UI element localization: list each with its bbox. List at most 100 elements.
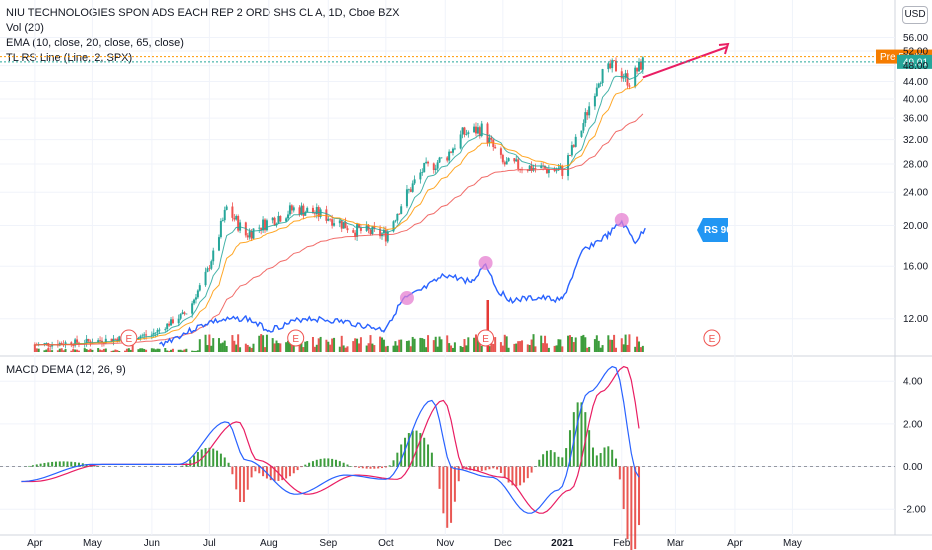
macd-title[interactable]: MACD DEMA (12, 26, 9) (6, 364, 126, 376)
volume-bar (123, 350, 126, 352)
volume-bar (413, 338, 416, 352)
volume-bar (62, 350, 65, 352)
candle-body (116, 338, 119, 342)
candle-body (607, 63, 610, 70)
volume-bar (285, 342, 288, 352)
highlight-circle (614, 213, 629, 227)
volume-bar (540, 335, 543, 352)
volume-bar (545, 343, 548, 352)
macd-histogram-bar (469, 466, 472, 471)
volume-bar (127, 348, 130, 352)
candle-body (599, 83, 602, 84)
candle-body (250, 231, 253, 239)
macd-histogram-bar (311, 461, 314, 467)
macd-histogram-bar (496, 466, 499, 470)
ema-65-line (34, 113, 644, 346)
macd-histogram-bar (338, 461, 341, 467)
volume-bar (325, 339, 328, 352)
volume-bar (231, 335, 234, 352)
macd-histogram-bar (461, 466, 464, 470)
candle-body (423, 162, 426, 173)
candle-body (45, 343, 48, 344)
volume-bar (461, 347, 464, 352)
macd-histogram-bar (438, 466, 441, 489)
volume-bar (513, 343, 516, 352)
macd-histogram-bar (231, 466, 234, 475)
volume-bar (302, 347, 305, 352)
candle-body (613, 60, 616, 62)
macd-histogram-bar (588, 430, 591, 467)
volume-bar (381, 337, 384, 352)
candle-body (183, 312, 186, 314)
volume-bar (248, 346, 251, 352)
candle-body (636, 67, 639, 72)
volume-bar (239, 347, 242, 352)
candle-body (112, 338, 115, 342)
x-tick-label: May (83, 538, 102, 549)
volume-bar (208, 334, 211, 352)
volume-bar (473, 337, 476, 352)
macd-histogram-bar (419, 433, 422, 467)
study-rs-line[interactable]: TL RS Line (Line, 2, SPX) (6, 52, 133, 64)
highlight-circle (478, 256, 493, 270)
x-tick-label: Jun (144, 538, 160, 549)
volume-bar (233, 340, 236, 352)
macd-histogram-bar (93, 465, 96, 467)
candle-body (446, 157, 449, 161)
macd-histogram-bar (484, 466, 487, 471)
volume-bar (476, 337, 479, 352)
candle-body (277, 215, 280, 224)
macd-histogram-bar (607, 446, 610, 467)
macd-histogram-bar (618, 466, 621, 480)
volume-bar (99, 349, 102, 352)
volume-bar (70, 350, 73, 352)
volume-bar (638, 341, 641, 352)
currency-button[interactable]: USD (902, 6, 928, 24)
x-tick-label: Jul (203, 538, 216, 549)
volume-bar (51, 350, 54, 352)
candle-body (168, 323, 171, 326)
macd-histogram-bar (365, 466, 368, 469)
volume-bar (76, 349, 79, 352)
candle-body (588, 106, 591, 116)
candle-body (628, 85, 631, 87)
candle-body (622, 77, 625, 79)
macd-histogram-bar (542, 454, 545, 467)
ema-10-line (34, 69, 644, 346)
study-ema[interactable]: EMA (10, close, 20, close, 65, close) (6, 37, 184, 49)
candle-body (570, 145, 573, 156)
candle-body (544, 166, 547, 169)
macd-histogram-bar (327, 458, 330, 467)
volume-bar (329, 344, 332, 352)
candle-body (150, 334, 153, 336)
volume-bar (116, 350, 119, 352)
volume-bar (588, 346, 591, 352)
volume-bar (528, 345, 531, 352)
volume-bar (586, 347, 589, 352)
volume-bar (534, 346, 537, 352)
x-tick-label: May (783, 538, 802, 549)
candle-body (329, 218, 332, 220)
volume-bar (100, 350, 103, 352)
candle-body (164, 328, 167, 330)
volume-bar (354, 338, 357, 352)
volume-bar (217, 338, 220, 352)
volume-bar (194, 350, 197, 352)
volume-bar (265, 334, 268, 352)
macd-histogram-bar (204, 448, 207, 467)
candle-body (440, 157, 443, 159)
candle-body (285, 218, 288, 222)
candle-body (76, 339, 79, 343)
candle-body (306, 207, 309, 213)
macd-histogram-bar (47, 462, 50, 467)
volume-bar (342, 345, 345, 352)
volume-bar (641, 345, 644, 352)
volume-bar (367, 343, 370, 352)
macd-histogram-bar (242, 466, 245, 502)
candle-body (373, 226, 376, 229)
x-tick-label: Nov (436, 538, 454, 549)
candle-body (354, 232, 357, 237)
macd-histogram-bar (442, 466, 445, 514)
